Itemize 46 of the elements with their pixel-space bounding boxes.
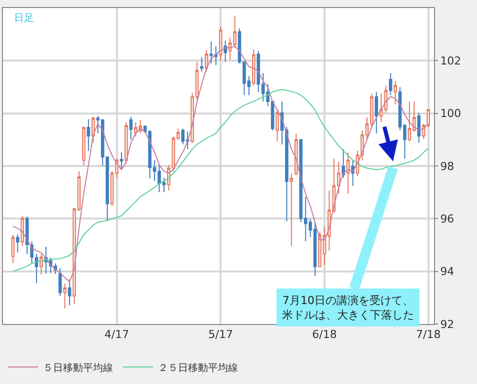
- candlestick: [25, 216, 29, 254]
- candlestick: [252, 48, 256, 86]
- candlestick: [290, 172, 294, 247]
- candlestick: [200, 56, 204, 72]
- candlestick: [417, 112, 421, 144]
- candlestick: [276, 109, 279, 142]
- candlestick: [280, 100, 284, 145]
- candlestick: [388, 72, 392, 96]
- y-tick-label: 96: [440, 212, 454, 226]
- candlestick: [124, 122, 128, 164]
- line-series: [12, 89, 429, 272]
- candlestick: [11, 234, 15, 264]
- candlestick: [20, 215, 24, 247]
- candlestick: [58, 268, 62, 296]
- candlestick: [82, 126, 86, 166]
- candlestick: [40, 253, 43, 275]
- y-tick-label: 102: [440, 54, 462, 68]
- candlestick: [181, 128, 185, 145]
- legend-label: ２５日移動平均線: [158, 362, 238, 374]
- candlestick: [16, 234, 20, 253]
- y-tick-label: 94: [440, 265, 454, 278]
- candlestick: [129, 116, 133, 140]
- y-tick-label: 98: [440, 160, 454, 173]
- candlestick: [394, 80, 397, 106]
- candlestick: [92, 116, 95, 144]
- candlestick: [63, 283, 66, 309]
- candlestick: [120, 152, 124, 170]
- candlestick: [374, 92, 378, 134]
- candlestick: [346, 152, 350, 194]
- legend-label: ５日移動平均線: [43, 362, 113, 374]
- y-tick-label: 100: [440, 107, 462, 120]
- candlestick: [285, 126, 288, 222]
- candlestick: [224, 40, 227, 62]
- x-tick-label: 7/18: [416, 328, 441, 342]
- candlestick: [218, 26, 222, 61]
- line-series: [12, 46, 429, 282]
- candlestick: [342, 148, 346, 178]
- x-tick-label: 5/17: [208, 328, 233, 342]
- x-tick-label: 6/18: [312, 328, 337, 342]
- candlestick: [86, 118, 90, 152]
- x-tick-label: 4/17: [104, 328, 130, 342]
- annotation: 日足: [14, 13, 34, 24]
- annotation: 7月10日の講演を受けて、米ドルは、大きく下落した: [282, 294, 414, 322]
- candlestick: [294, 132, 298, 176]
- candlestick: [68, 278, 72, 306]
- y-tick-label: 92: [440, 318, 454, 331]
